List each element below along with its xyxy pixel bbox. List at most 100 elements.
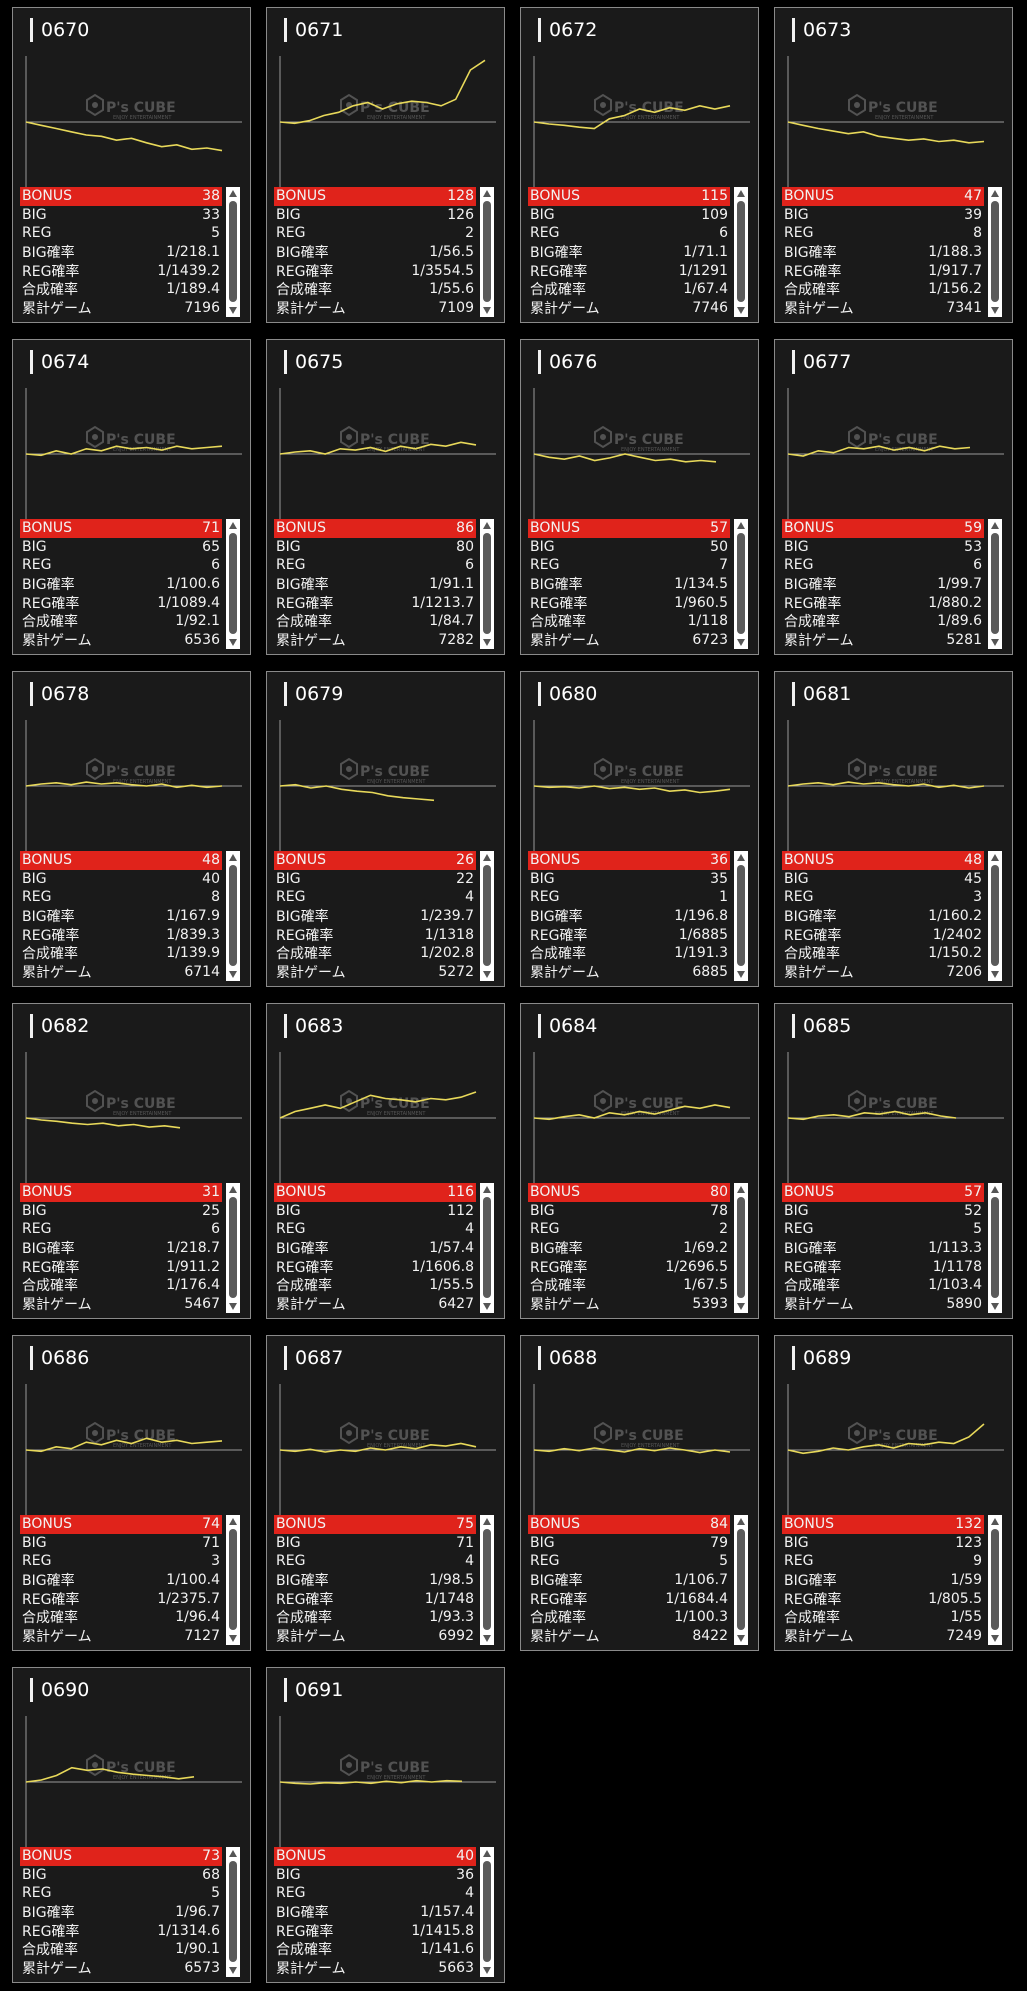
scroll-down-arrow-icon[interactable] bbox=[229, 1303, 237, 1310]
machine-card-0690[interactable]: 0690 P's CUBE ENJOY ENTERTAINMENT BONUS 7… bbox=[12, 1667, 251, 1983]
scroll-up-arrow-icon[interactable] bbox=[991, 190, 999, 197]
scroll-down-arrow-icon[interactable] bbox=[737, 971, 745, 978]
scroll-thumb[interactable] bbox=[991, 1529, 999, 1630]
scroll-thumb[interactable] bbox=[229, 533, 237, 634]
machine-card-0675[interactable]: 0675 P's CUBE ENJOY ENTERTAINMENT BONUS 8… bbox=[266, 339, 505, 655]
stats-scrollbar[interactable] bbox=[226, 1515, 240, 1645]
stats-scrollbar[interactable] bbox=[988, 851, 1002, 981]
scroll-thumb[interactable] bbox=[483, 1197, 491, 1298]
machine-card-0688[interactable]: 0688 P's CUBE ENJOY ENTERTAINMENT BONUS 8… bbox=[520, 1335, 759, 1651]
stats-scrollbar[interactable] bbox=[226, 187, 240, 317]
stats-scrollbar[interactable] bbox=[480, 1515, 494, 1645]
machine-card-0676[interactable]: 0676 P's CUBE ENJOY ENTERTAINMENT BONUS 5… bbox=[520, 339, 759, 655]
scroll-down-arrow-icon[interactable] bbox=[737, 639, 745, 646]
machine-card-0679[interactable]: 0679 P's CUBE ENJOY ENTERTAINMENT BONUS 2… bbox=[266, 671, 505, 987]
scroll-thumb[interactable] bbox=[991, 201, 999, 302]
scroll-down-arrow-icon[interactable] bbox=[483, 1967, 491, 1974]
scroll-thumb[interactable] bbox=[229, 201, 237, 302]
scroll-down-arrow-icon[interactable] bbox=[991, 971, 999, 978]
stats-scrollbar[interactable] bbox=[988, 187, 1002, 317]
scroll-thumb[interactable] bbox=[483, 201, 491, 302]
scroll-up-arrow-icon[interactable] bbox=[229, 854, 237, 861]
scroll-down-arrow-icon[interactable] bbox=[483, 307, 491, 314]
stats-scrollbar[interactable] bbox=[226, 851, 240, 981]
scroll-down-arrow-icon[interactable] bbox=[229, 307, 237, 314]
scroll-down-arrow-icon[interactable] bbox=[229, 1967, 237, 1974]
machine-card-0687[interactable]: 0687 P's CUBE ENJOY ENTERTAINMENT BONUS 7… bbox=[266, 1335, 505, 1651]
scroll-up-arrow-icon[interactable] bbox=[991, 1518, 999, 1525]
stats-scrollbar[interactable] bbox=[734, 1183, 748, 1313]
machine-card-0681[interactable]: 0681 P's CUBE ENJOY ENTERTAINMENT BONUS 4… bbox=[774, 671, 1013, 987]
stats-scrollbar[interactable] bbox=[734, 187, 748, 317]
scroll-thumb[interactable] bbox=[229, 1861, 237, 1962]
scroll-down-arrow-icon[interactable] bbox=[991, 307, 999, 314]
scroll-up-arrow-icon[interactable] bbox=[229, 1518, 237, 1525]
machine-card-0684[interactable]: 0684 P's CUBE ENJOY ENTERTAINMENT BONUS 8… bbox=[520, 1003, 759, 1319]
stats-scrollbar[interactable] bbox=[226, 1847, 240, 1977]
scroll-up-arrow-icon[interactable] bbox=[229, 522, 237, 529]
stats-scrollbar[interactable] bbox=[480, 1183, 494, 1313]
stats-scrollbar[interactable] bbox=[734, 1515, 748, 1645]
machine-card-0683[interactable]: 0683 P's CUBE ENJOY ENTERTAINMENT BONUS 1… bbox=[266, 1003, 505, 1319]
scroll-up-arrow-icon[interactable] bbox=[229, 1850, 237, 1857]
scroll-thumb[interactable] bbox=[737, 1529, 745, 1630]
scroll-thumb[interactable] bbox=[229, 1197, 237, 1298]
scroll-up-arrow-icon[interactable] bbox=[483, 1850, 491, 1857]
stats-scrollbar[interactable] bbox=[988, 519, 1002, 649]
scroll-down-arrow-icon[interactable] bbox=[483, 1303, 491, 1310]
scroll-thumb[interactable] bbox=[991, 865, 999, 966]
machine-card-0685[interactable]: 0685 P's CUBE ENJOY ENTERTAINMENT BONUS 5… bbox=[774, 1003, 1013, 1319]
scroll-up-arrow-icon[interactable] bbox=[229, 190, 237, 197]
machine-card-0674[interactable]: 0674 P's CUBE ENJOY ENTERTAINMENT BONUS 7… bbox=[12, 339, 251, 655]
machine-card-0680[interactable]: 0680 P's CUBE ENJOY ENTERTAINMENT BONUS 3… bbox=[520, 671, 759, 987]
scroll-thumb[interactable] bbox=[991, 533, 999, 634]
stats-scrollbar[interactable] bbox=[480, 1847, 494, 1977]
stats-scrollbar[interactable] bbox=[988, 1183, 1002, 1313]
scroll-down-arrow-icon[interactable] bbox=[229, 1635, 237, 1642]
scroll-thumb[interactable] bbox=[483, 865, 491, 966]
scroll-down-arrow-icon[interactable] bbox=[991, 639, 999, 646]
machine-card-0682[interactable]: 0682 P's CUBE ENJOY ENTERTAINMENT BONUS 3… bbox=[12, 1003, 251, 1319]
scroll-thumb[interactable] bbox=[483, 1529, 491, 1630]
scroll-thumb[interactable] bbox=[737, 201, 745, 302]
scroll-up-arrow-icon[interactable] bbox=[737, 190, 745, 197]
scroll-up-arrow-icon[interactable] bbox=[737, 522, 745, 529]
scroll-down-arrow-icon[interactable] bbox=[229, 971, 237, 978]
stats-scrollbar[interactable] bbox=[988, 1515, 1002, 1645]
scroll-up-arrow-icon[interactable] bbox=[483, 1518, 491, 1525]
scroll-down-arrow-icon[interactable] bbox=[737, 307, 745, 314]
machine-card-0672[interactable]: 0672 P's CUBE ENJOY ENTERTAINMENT BONUS 1… bbox=[520, 7, 759, 323]
scroll-down-arrow-icon[interactable] bbox=[483, 1635, 491, 1642]
machine-card-0673[interactable]: 0673 P's CUBE ENJOY ENTERTAINMENT BONUS 4… bbox=[774, 7, 1013, 323]
scroll-thumb[interactable] bbox=[737, 1197, 745, 1298]
scroll-thumb[interactable] bbox=[229, 1529, 237, 1630]
scroll-thumb[interactable] bbox=[737, 865, 745, 966]
scroll-up-arrow-icon[interactable] bbox=[483, 854, 491, 861]
scroll-thumb[interactable] bbox=[991, 1197, 999, 1298]
scroll-up-arrow-icon[interactable] bbox=[483, 522, 491, 529]
scroll-thumb[interactable] bbox=[483, 533, 491, 634]
scroll-up-arrow-icon[interactable] bbox=[483, 190, 491, 197]
scroll-down-arrow-icon[interactable] bbox=[483, 639, 491, 646]
scroll-up-arrow-icon[interactable] bbox=[737, 1186, 745, 1193]
stats-scrollbar[interactable] bbox=[226, 519, 240, 649]
stats-scrollbar[interactable] bbox=[734, 519, 748, 649]
machine-card-0686[interactable]: 0686 P's CUBE ENJOY ENTERTAINMENT BONUS 7… bbox=[12, 1335, 251, 1651]
scroll-up-arrow-icon[interactable] bbox=[483, 1186, 491, 1193]
scroll-down-arrow-icon[interactable] bbox=[483, 971, 491, 978]
stats-scrollbar[interactable] bbox=[226, 1183, 240, 1313]
scroll-up-arrow-icon[interactable] bbox=[991, 522, 999, 529]
machine-card-0670[interactable]: 0670 P's CUBE ENJOY ENTERTAINMENT BONUS 3… bbox=[12, 7, 251, 323]
scroll-up-arrow-icon[interactable] bbox=[737, 854, 745, 861]
scroll-down-arrow-icon[interactable] bbox=[991, 1635, 999, 1642]
stats-scrollbar[interactable] bbox=[480, 519, 494, 649]
scroll-down-arrow-icon[interactable] bbox=[991, 1303, 999, 1310]
machine-card-0689[interactable]: 0689 P's CUBE ENJOY ENTERTAINMENT BONUS 1… bbox=[774, 1335, 1013, 1651]
stats-scrollbar[interactable] bbox=[734, 851, 748, 981]
scroll-down-arrow-icon[interactable] bbox=[737, 1303, 745, 1310]
machine-card-0671[interactable]: 0671 P's CUBE ENJOY ENTERTAINMENT BONUS 1… bbox=[266, 7, 505, 323]
scroll-up-arrow-icon[interactable] bbox=[991, 1186, 999, 1193]
machine-card-0678[interactable]: 0678 P's CUBE ENJOY ENTERTAINMENT BONUS 4… bbox=[12, 671, 251, 987]
scroll-thumb[interactable] bbox=[229, 865, 237, 966]
scroll-up-arrow-icon[interactable] bbox=[991, 854, 999, 861]
